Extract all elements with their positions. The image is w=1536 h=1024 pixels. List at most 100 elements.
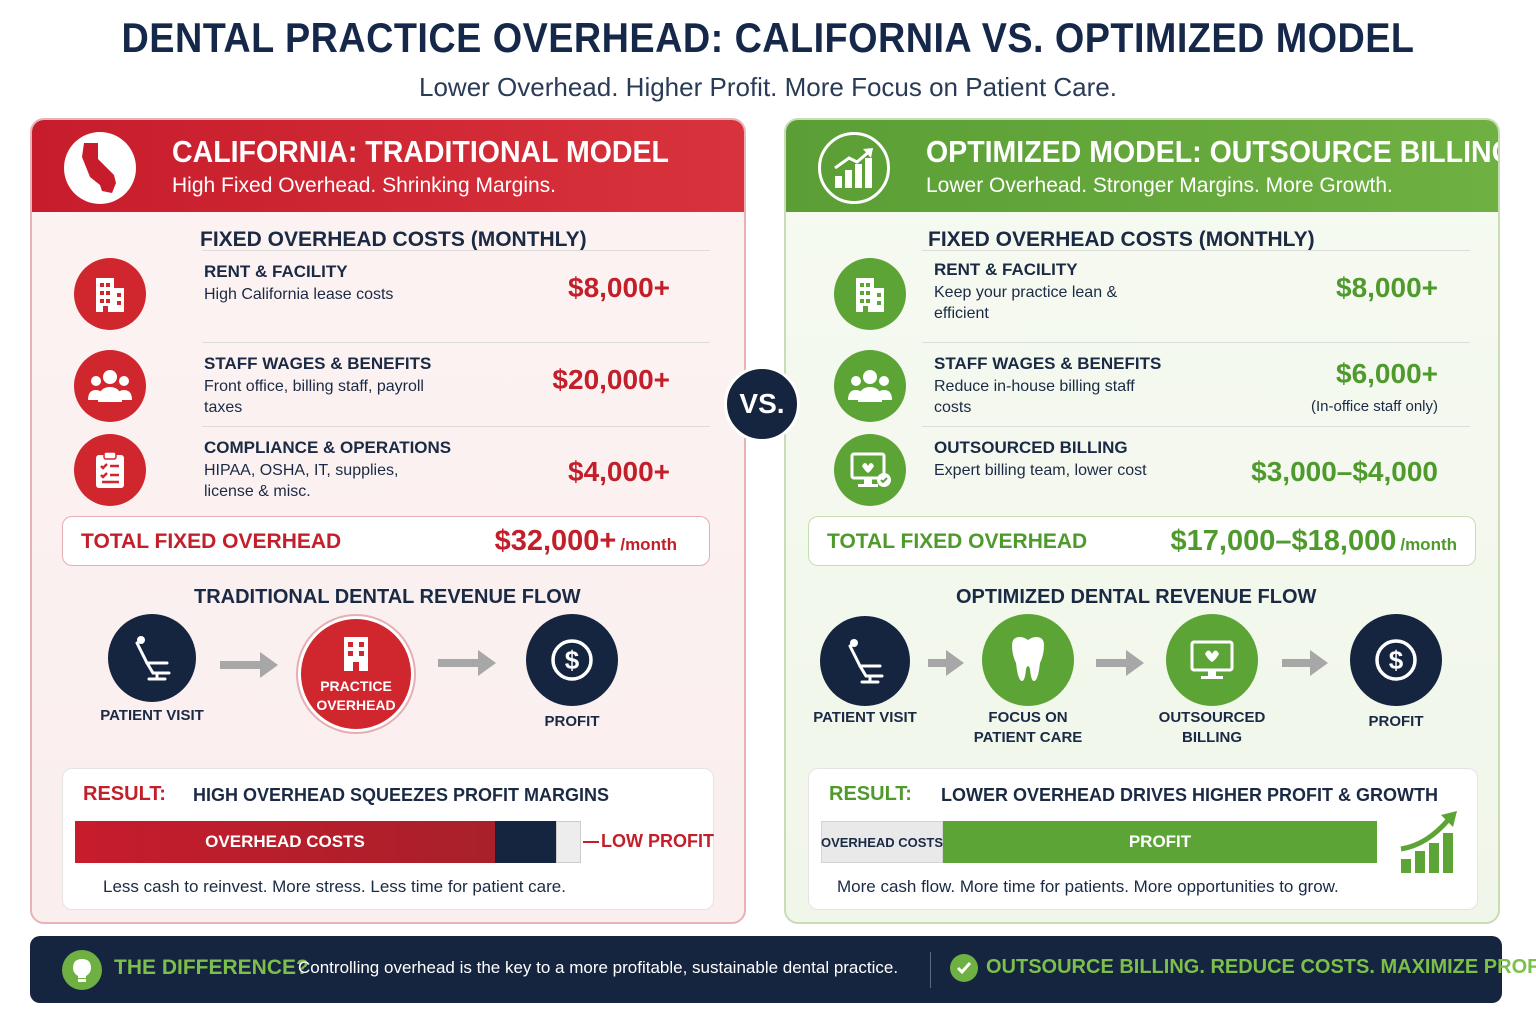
optimized-panel-subtitle: Lower Overhead. Stronger Margins. More G… <box>926 174 1393 197</box>
cost-value: $6,000+ <box>1336 358 1438 389</box>
cost-desc: Expert billing team, lower cost <box>934 462 1147 479</box>
cost-desc: Front office, billing staff, payroll tax… <box>204 378 424 416</box>
svg-text:$: $ <box>565 645 580 675</box>
low-profit-label: LOW PROFIT <box>601 831 714 851</box>
total-overhead-box: TOTAL FIXED OVERHEAD $32,000+/month <box>62 516 710 566</box>
result-label: RESULT: <box>83 783 166 805</box>
flow-label: PATIENT VISIT <box>100 707 204 724</box>
building-icon <box>834 258 906 330</box>
lightbulb-icon <box>62 950 102 990</box>
traditional-panel-subtitle: High Fixed Overhead. Shrinking Margins. <box>172 174 557 197</box>
traditional-model-panel: CALIFORNIA: TRADITIONAL MODEL High Fixed… <box>30 118 746 924</box>
optimized-panel-header: OPTIMIZED MODEL: OUTSOURCE BILLING Lower… <box>786 120 1498 212</box>
flow-label: PROFIT <box>544 713 600 730</box>
flow-arrow <box>220 652 278 678</box>
flow-title: TRADITIONAL DENTAL REVENUE FLOW <box>194 586 581 608</box>
flow-label: PRACTICE OVERHEAD <box>316 678 396 713</box>
flow-arrow <box>438 650 496 676</box>
section-title: FIXED OVERHEAD COSTS (MONTHLY) <box>928 228 1315 251</box>
dental-chair-icon <box>820 616 910 706</box>
result-box: RESULT: HIGH OVERHEAD SQUEEZES PROFIT MA… <box>62 768 714 910</box>
cost-row-outsourced: OUTSOURCED BILLING Expert billing team, … <box>830 426 1470 510</box>
flow-arrow <box>1282 650 1328 676</box>
overhead-segment: OVERHEAD COSTS <box>75 821 495 863</box>
flow-arrow <box>928 650 964 676</box>
total-label: TOTAL FIXED OVERHEAD <box>81 530 342 553</box>
cost-row-rent: RENT & FACILITY High California lease co… <box>70 250 710 334</box>
optimized-model-panel: OPTIMIZED MODEL: OUTSOURCE BILLING Lower… <box>784 118 1500 924</box>
result-text: HIGH OVERHEAD SQUEEZES PROFIT MARGINS <box>193 785 610 805</box>
section-title: FIXED OVERHEAD COSTS (MONTHLY) <box>200 228 587 251</box>
remaining-segment <box>556 821 581 863</box>
clipboard-icon <box>74 434 146 506</box>
cost-value: $4,000+ <box>568 456 670 487</box>
optimized-panel-title: OPTIMIZED MODEL: OUTSOURCE BILLING <box>926 134 1500 169</box>
callout-line <box>583 841 599 843</box>
people-icon <box>74 350 146 422</box>
people-icon <box>834 350 906 422</box>
traditional-panel-title: CALIFORNIA: TRADITIONAL MODEL <box>172 134 669 169</box>
building-icon <box>344 637 368 671</box>
result-label: RESULT: <box>829 783 912 805</box>
cost-value: $8,000+ <box>568 272 670 303</box>
cost-value: $3,000–$4,000 <box>1251 456 1438 487</box>
profit-segment: PROFIT <box>943 821 1377 863</box>
footer-cta: OUTSOURCE BILLING. REDUCE COSTS. MAXIMIZ… <box>986 956 1536 978</box>
cost-label: OUTSOURCED BILLING <box>934 438 1128 457</box>
svg-text:$: $ <box>1389 645 1404 675</box>
total-value: $32,000+/month <box>494 525 677 557</box>
total-value: $17,000–$18,000/month <box>1170 525 1457 557</box>
growth-chart-icon <box>1399 809 1461 880</box>
growth-chart-icon <box>818 132 890 204</box>
dollar-icon: $ <box>1350 614 1442 706</box>
cost-row-staff: STAFF WAGES & BENEFITS Front office, bil… <box>70 342 710 426</box>
result-text: LOWER OVERHEAD DRIVES HIGHER PROFIT & GR… <box>941 785 1439 805</box>
vs-badge: VS. <box>724 366 800 442</box>
cost-desc: Reduce in-house billing staff costs <box>934 378 1135 416</box>
cost-value: $20,000+ <box>552 364 670 395</box>
result-footnote: More cash flow. More time for patients. … <box>837 877 1339 896</box>
cost-row-rent: RENT & FACILITY Keep your practice lean … <box>830 250 1470 334</box>
cost-label: RENT & FACILITY <box>934 260 1078 279</box>
flow-arrow <box>1096 650 1144 676</box>
page-title: DENTAL PRACTICE OVERHEAD: CALIFORNIA VS.… <box>121 14 1415 61</box>
result-footnote: Less cash to reinvest. More stress. Less… <box>103 877 566 896</box>
cost-row-staff: STAFF WAGES & BENEFITS Reduce in-house b… <box>830 342 1470 426</box>
footer-question: THE DIFFERENCE? <box>114 956 309 979</box>
building-icon <box>74 258 146 330</box>
cost-note: (In-office staff only) <box>1310 398 1438 415</box>
footer-divider <box>930 952 931 988</box>
total-overhead-box: TOTAL FIXED OVERHEAD $17,000–$18,000/mon… <box>808 516 1476 566</box>
total-label: TOTAL FIXED OVERHEAD <box>827 530 1088 553</box>
cost-label: RENT & FACILITY <box>204 262 348 281</box>
flow-label: OUTSOURCED BILLING <box>1158 709 1266 746</box>
profit-segment <box>495 821 556 863</box>
profit-bar: OVERHEAD COSTS <box>75 821 581 863</box>
tooth-icon <box>982 614 1074 706</box>
cost-value: $8,000+ <box>1336 272 1438 303</box>
cost-desc: Keep your practice lean & efficient <box>934 284 1118 322</box>
cost-label: COMPLIANCE & OPERATIONS <box>204 438 452 457</box>
profit-bar: OVERHEAD COSTS PROFIT <box>821 821 1377 863</box>
dollar-icon: $ <box>526 614 618 706</box>
cost-row-compliance: COMPLIANCE & OPERATIONS HIPAA, OSHA, IT,… <box>70 426 710 510</box>
flow-title: OPTIMIZED DENTAL REVENUE FLOW <box>956 586 1317 608</box>
dental-chair-icon <box>108 614 196 702</box>
monitor-icon <box>834 434 906 506</box>
cost-desc: High California lease costs <box>204 286 394 303</box>
cost-label: STAFF WAGES & BENEFITS <box>204 354 432 373</box>
california-map-icon <box>64 132 136 204</box>
result-box: RESULT: LOWER OVERHEAD DRIVES HIGHER PRO… <box>808 768 1478 910</box>
flow-label: PROFIT <box>1368 713 1424 730</box>
overhead-segment: OVERHEAD COSTS <box>821 821 943 863</box>
practice-overhead-node: PRACTICE OVERHEAD <box>298 616 414 732</box>
checkmark-icon <box>950 954 978 982</box>
cost-desc: HIPAA, OSHA, IT, supplies, license & mis… <box>204 462 399 500</box>
cost-label: STAFF WAGES & BENEFITS <box>934 354 1162 373</box>
page-subtitle: Lower Overhead. Higher Profit. More Focu… <box>419 72 1117 102</box>
flow-label: FOCUS ON PATIENT CARE <box>973 709 1083 746</box>
flow-label: PATIENT VISIT <box>813 709 917 726</box>
footer-message: Controlling overhead is the key to a mor… <box>298 958 899 977</box>
traditional-panel-header: CALIFORNIA: TRADITIONAL MODEL High Fixed… <box>32 120 744 212</box>
footer-banner: THE DIFFERENCE? Controlling overhead is … <box>30 936 1536 1003</box>
